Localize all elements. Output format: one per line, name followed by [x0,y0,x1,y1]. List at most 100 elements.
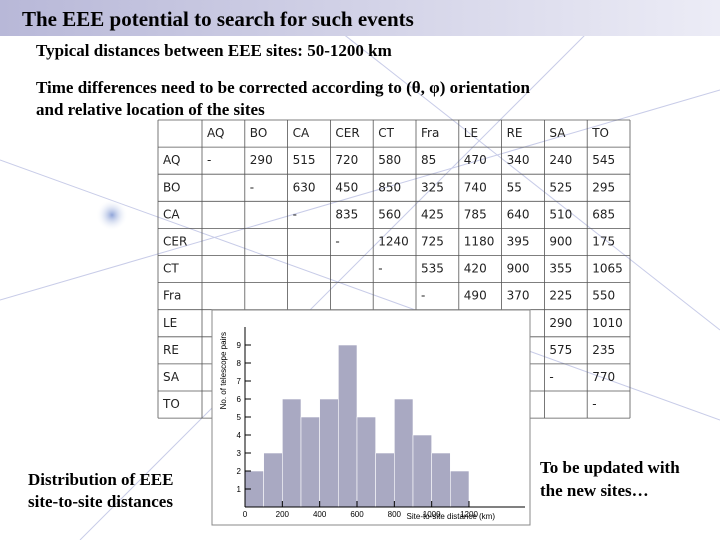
table-cell: 355 [549,262,572,276]
bar [338,344,358,508]
row-header: TO [162,397,180,411]
column-header: CA [293,126,310,140]
table-cell: 630 [293,180,316,194]
table-cell: 785 [464,207,487,221]
bullet: and relative location of the sites [36,100,265,119]
table-cell: 395 [507,234,530,248]
bullet: Typical distances between EEE sites: 50-… [36,41,392,60]
note: Distribution of EEE [28,470,173,489]
x-tick-label: 400 [313,510,327,519]
y-tick-label: 1 [237,485,242,494]
table-cell: 370 [507,289,530,303]
table-cell: 340 [507,153,530,167]
x-tick-label: 0 [243,510,248,519]
table-cell: 450 [335,180,358,194]
y-tick-label: 7 [237,377,242,386]
table-cell: 685 [592,207,615,221]
note: To be updated with [540,458,680,477]
table-cell: 325 [421,180,444,194]
column-header: CT [378,126,394,140]
table-cell: - [293,207,297,221]
table-cell: - [549,370,553,384]
table-cell: 850 [378,180,401,194]
table-cell: 420 [464,262,487,276]
x-tick-label: 1000 [423,510,441,519]
row-header: CA [163,207,180,221]
bullet: Time differences need to be corrected ac… [36,78,530,97]
table-cell: 290 [549,316,572,330]
table-cell: 85 [421,153,436,167]
bar [300,416,320,508]
bar [412,434,432,508]
table-cell: 575 [549,343,572,357]
y-tick-label: 3 [237,449,242,458]
table-cell: - [250,180,254,194]
table-cell: 550 [592,289,615,303]
table-cell: - [421,289,425,303]
table-cell: 470 [464,153,487,167]
table-cell: 55 [507,180,522,194]
column-header: SA [549,126,566,140]
histogram: 1 2 3 4 5 6 7 8 9 0 200 400 600 800 1000 1200Site-to-si… [211,309,531,526]
table-cell: 900 [507,262,530,276]
table-cell: 515 [293,153,316,167]
column-header: CER [335,126,359,140]
row-header: Fra [163,289,181,303]
y-tick-label: 8 [237,359,242,368]
table-cell: 835 [335,207,358,221]
y-tick-label: 2 [237,467,242,476]
x-axis-label: Site-to-site distance (km) [407,512,496,521]
x-tick-label: 800 [388,510,402,519]
table-cell: 580 [378,153,401,167]
table-cell: 1180 [464,234,495,248]
table-cell: 175 [592,234,615,248]
table-cell: 1010 [592,316,623,330]
row-header: BO [163,180,180,194]
table-cell: 290 [250,153,273,167]
column-header: BO [250,126,267,140]
row-header: RE [163,343,179,357]
table-cell: 740 [464,180,487,194]
bar [282,398,302,508]
row-header: CER [163,234,187,248]
table-cell: 720 [335,153,358,167]
table-cell: 510 [549,207,572,221]
row-header: LE [163,316,177,330]
table-cell: 225 [549,289,572,303]
row-header: SA [163,370,180,384]
column-header: LE [464,126,478,140]
table-cell: 525 [549,180,572,194]
bar [263,452,283,508]
bar [356,416,376,508]
table-cell: - [335,234,339,248]
note: site-to-site distances [28,492,173,511]
y-tick-label: 5 [237,413,242,422]
y-axis-label: No. of telescope pairs [219,332,228,409]
x-tick-label: 200 [276,510,290,519]
bar [394,398,414,508]
y-tick-label: 4 [237,431,242,440]
table-cell: 545 [592,153,615,167]
table-cell: - [592,397,596,411]
x-tick-label: 600 [350,510,364,519]
x-tick-label: 1200 [460,510,478,519]
slide-title: The EEE potential to search for such eve… [22,7,414,31]
bar [450,470,470,508]
column-header: TO [591,126,609,140]
bar [375,452,395,508]
table-cell: - [207,153,211,167]
table-cell: 295 [592,180,615,194]
table-cell: 900 [549,234,572,248]
table-cell: 560 [378,207,401,221]
table-cell: 240 [549,153,572,167]
bar [319,398,339,508]
y-tick-label: 6 [237,395,242,404]
table-cell: 770 [592,370,615,384]
column-header: Fra [421,126,439,140]
table-cell: - [378,262,382,276]
title-bar [0,0,720,36]
